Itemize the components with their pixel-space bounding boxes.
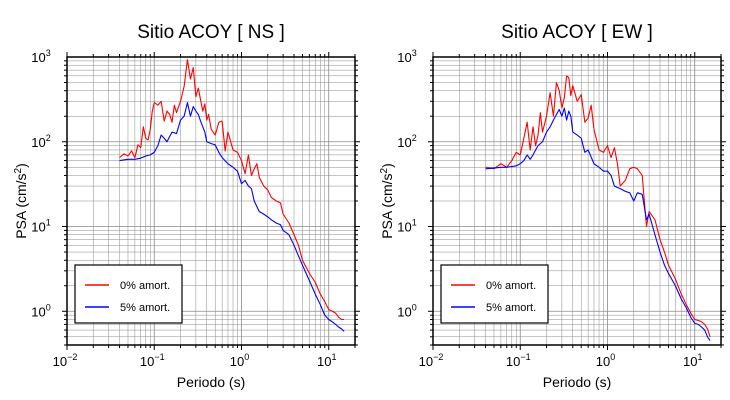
legend-box [74, 264, 183, 324]
series-line-undamped [485, 75, 711, 337]
x-tick-label: 100 [596, 352, 615, 369]
legend-label: 0% amort. [120, 280, 170, 292]
y-tick-label: 103 [397, 48, 416, 65]
legend: 0% amort. 5% amort. [74, 264, 183, 324]
x-tick-label: 10−1 [506, 352, 531, 369]
series-line-undamped [119, 59, 345, 321]
legend-label: 5% amort. [486, 302, 536, 314]
y-tick-label: 100 [397, 302, 416, 319]
y-axis-label: PSA (cm/s2) [13, 163, 29, 239]
chart-panel-1: 10−2 10−1 100 101 100 101 102 103 Sitio ACOY [ N… [13, 22, 360, 390]
series-line-damped [485, 107, 711, 341]
x-tick-label: 101 [683, 352, 702, 369]
y-tick-label: 102 [31, 133, 50, 150]
chart-title: Sitio ACOY [ NS ] [137, 22, 284, 43]
x-tick-label: 10−2 [53, 352, 78, 369]
legend: 0% amort. 5% amort. [440, 264, 549, 324]
chart-panel-2: 10−2 10−1 100 101 100 101 102 103 Sitio ACOY [ E… [379, 22, 726, 390]
tick-marks [62, 52, 360, 350]
x-tick-label: 101 [317, 352, 336, 369]
series-line-damped [119, 102, 345, 332]
y-tick-label: 103 [31, 48, 50, 65]
y-tick-label: 101 [397, 218, 416, 235]
y-tick-label: 102 [397, 133, 416, 150]
x-tick-label: 10−2 [419, 352, 444, 369]
y-tick-label: 100 [31, 302, 50, 319]
x-axis-label: Periodo (s) [177, 374, 245, 390]
y-tick-label: 101 [31, 218, 50, 235]
x-tick-label: 10−1 [140, 352, 165, 369]
chart-title: Sitio ACOY [ EW ] [501, 22, 653, 43]
legend-label: 5% amort. [120, 302, 170, 314]
x-axis-label: Periodo (s) [543, 374, 611, 390]
y-axis-label: PSA (cm/s2) [379, 163, 395, 239]
legend-box [440, 264, 549, 324]
legend-label: 0% amort. [486, 280, 536, 292]
x-tick-label: 100 [230, 352, 249, 369]
tick-marks [428, 52, 726, 350]
